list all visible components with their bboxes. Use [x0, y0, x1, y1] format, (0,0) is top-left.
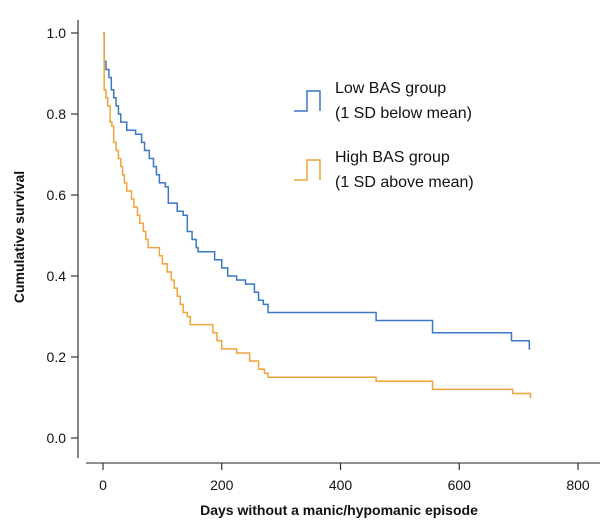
series-line-low-bas [103, 32, 531, 350]
y-tick-label: 0.8 [47, 106, 67, 122]
series-group [103, 32, 532, 399]
x-tick-label: 400 [329, 477, 353, 493]
y-tick-label: 1.0 [47, 25, 67, 41]
y-axis-title: Cumulative survival [11, 171, 27, 303]
x-tick-label: 600 [448, 477, 472, 493]
ticks: 0.0 0.2 0.4 0.6 0.8 1.0 0 200 400 600 800 [47, 25, 590, 493]
x-tick-label: 800 [566, 477, 590, 493]
x-axis-title: Days without a manic/hypomanic episode [200, 502, 478, 518]
y-tick-label: 0.2 [47, 349, 67, 365]
legend-swatch-high-bas [294, 159, 321, 181]
y-tick-label: 0.6 [47, 187, 67, 203]
y-tick-label: 0.4 [47, 268, 67, 284]
x-tick-label: 200 [210, 477, 234, 493]
y-tick-label: 0.0 [47, 430, 67, 446]
x-tick-label: 0 [99, 477, 107, 493]
axes [77, 20, 600, 464]
legend-label-low-bas: (1 SD below mean) [335, 105, 472, 122]
legend-label-low-bas: Low BAS group [335, 80, 446, 97]
legend-label-high-bas: (1 SD above mean) [335, 174, 474, 191]
series-line-high-bas [103, 32, 532, 399]
legend: Low BAS group (1 SD below mean) High BAS g… [294, 80, 474, 191]
legend-swatch-low-bas [294, 90, 321, 112]
legend-label-high-bas: High BAS group [335, 149, 450, 166]
